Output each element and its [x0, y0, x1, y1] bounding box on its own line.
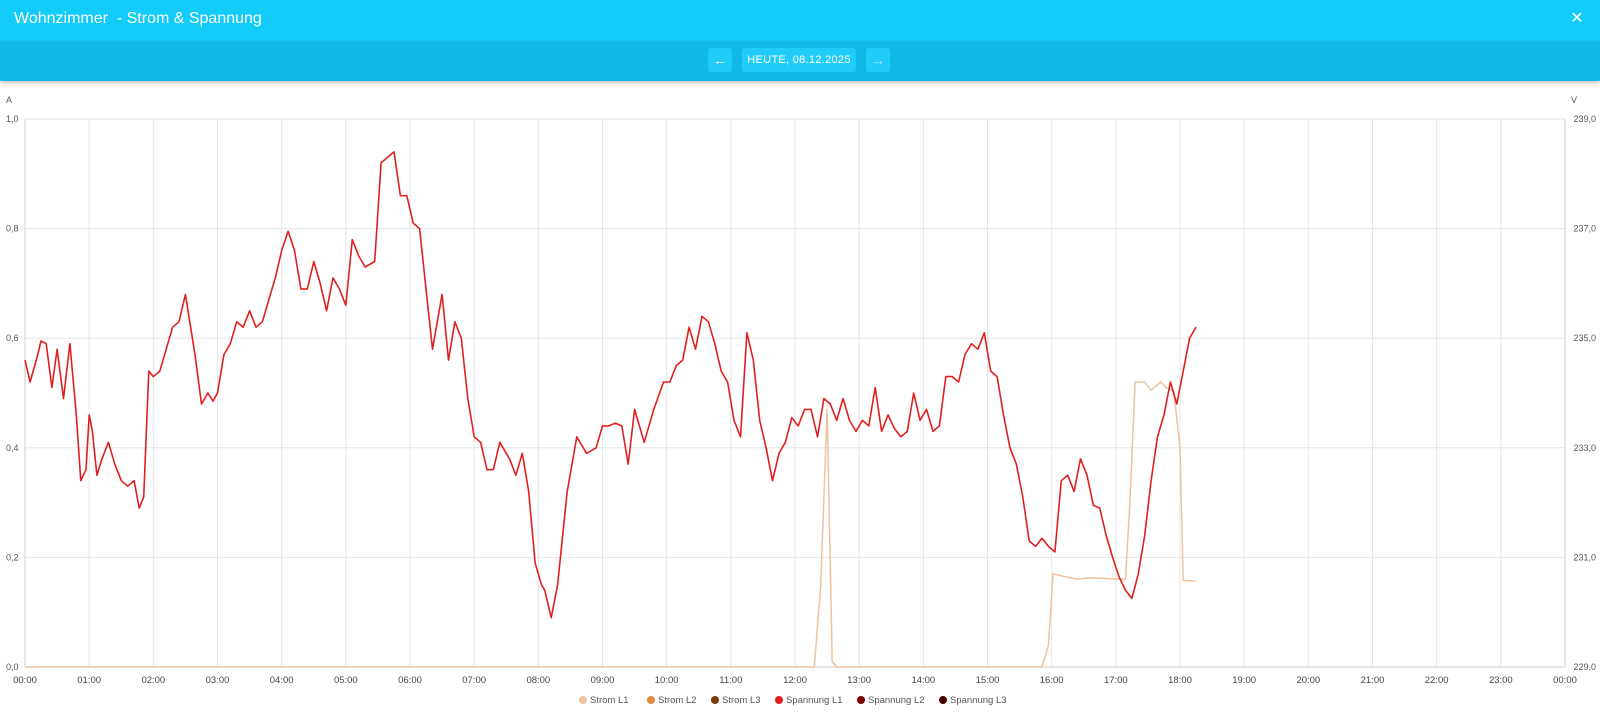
x-axis-tick-label: 16:00 — [1040, 675, 1064, 686]
x-axis-tick-label: 09:00 — [591, 675, 615, 686]
x-axis-tick-label: 14:00 — [911, 675, 935, 686]
x-axis-tick-label: 01:00 — [77, 675, 101, 686]
right-axis-tick-label: 237,0 — [1573, 224, 1596, 234]
left-axis-tick-label: 0,4 — [6, 443, 19, 453]
x-axis-tick-label: 08:00 — [526, 675, 550, 686]
right-axis-tick-label: 235,0 — [1573, 333, 1596, 343]
x-axis-tick-label: 20:00 — [1296, 675, 1320, 686]
x-axis-tick-label: 12:00 — [783, 675, 807, 686]
date-navigation-bar: ← HEUTE, 08.12.2025 → — [0, 41, 1600, 81]
x-axis-tick-label: 19:00 — [1232, 675, 1256, 686]
date-picker-button[interactable]: HEUTE, 08.12.2025 — [742, 48, 856, 72]
x-axis-tick-label: 17:00 — [1104, 675, 1128, 686]
x-axis-tick-label: 04:00 — [270, 675, 294, 686]
legend-marker — [857, 696, 865, 704]
right-axis-tick-label: 231,0 — [1573, 552, 1596, 562]
legend-label: Strom L1 — [590, 695, 629, 706]
chart-grid — [24, 118, 1566, 668]
legend-marker — [647, 696, 655, 704]
legend-label: Spannung L1 — [786, 695, 843, 706]
x-axis-tick-label: 06:00 — [398, 675, 422, 686]
chart-lines — [24, 151, 1197, 668]
x-axis-tick-label: 21:00 — [1361, 675, 1385, 686]
left-axis-tick-label: 0,2 — [6, 552, 19, 562]
x-axis-tick-label: 15:00 — [976, 675, 1000, 686]
x-axis-tick-label: 00:00 — [13, 675, 37, 686]
right-axis-unit: V — [1571, 95, 1577, 105]
title-bar: Wohnzimmer - Strom & Spannung ✕ — [0, 0, 1600, 41]
x-axis-tick-label: 18:00 — [1168, 675, 1192, 686]
x-axis-tick-label: 00:00 — [1553, 675, 1577, 686]
right-axis-tick-label: 239,0 — [1573, 114, 1596, 124]
arrow-left-icon: ← — [713, 52, 727, 68]
legend-marker — [579, 696, 587, 704]
right-axis-tick-label: 229,0 — [1573, 662, 1596, 672]
series-line-spannung-l1 — [24, 151, 1197, 619]
x-axis-labels: 00:00 01:00 02:00 03:00 04:00 05:00 06:00 07:00… — [13, 675, 1577, 686]
x-axis-tick-label: 22:00 — [1425, 675, 1449, 686]
dialog-title: Wohnzimmer - Strom & Spannung — [14, 10, 262, 27]
x-axis-tick-label: 23:00 — [1489, 675, 1513, 686]
x-axis-tick-label: 07:00 — [462, 675, 486, 686]
next-day-button[interactable]: → — [866, 48, 890, 72]
x-axis-tick-label: 03:00 — [206, 675, 230, 686]
legend-marker — [775, 696, 783, 704]
left-axis-unit: A — [6, 95, 12, 105]
right-axis-labels: 239,0 237,0 235,0 233,0 231,0 229,0 — [1573, 114, 1596, 672]
x-axis-tick-label: 10:00 — [655, 675, 679, 686]
legend-marker — [711, 696, 719, 704]
previous-day-button[interactable]: ← — [708, 48, 732, 72]
chart-legend: Strom L1 Strom L2 Strom L3 Spannung L1 Spann… — [579, 695, 1007, 706]
x-axis-tick-label: 11:00 — [719, 675, 742, 686]
left-axis-tick-label: 0,6 — [6, 333, 19, 343]
x-axis-tick-label: 05:00 — [334, 675, 358, 686]
legend-label: Strom L2 — [658, 695, 697, 706]
x-axis-tick-label: 02:00 — [141, 675, 165, 686]
legend-label: Spannung L2 — [868, 695, 925, 706]
left-axis-tick-label: 0,8 — [6, 224, 19, 234]
arrow-right-icon: → — [871, 52, 885, 68]
legend-marker — [939, 696, 947, 704]
close-icon[interactable]: ✕ — [1570, 10, 1584, 27]
x-axis-tick-label: 13:00 — [847, 675, 871, 686]
left-axis-labels: 1,0 0,8 0,6 0,4 0,2 0,0 — [6, 114, 19, 672]
legend-label: Strom L3 — [722, 695, 761, 706]
left-axis-tick-label: 0,0 — [6, 662, 19, 672]
left-axis-tick-label: 1,0 — [6, 114, 19, 124]
right-axis-tick-label: 233,0 — [1573, 443, 1596, 453]
legend-label: Spannung L3 — [950, 695, 1007, 706]
